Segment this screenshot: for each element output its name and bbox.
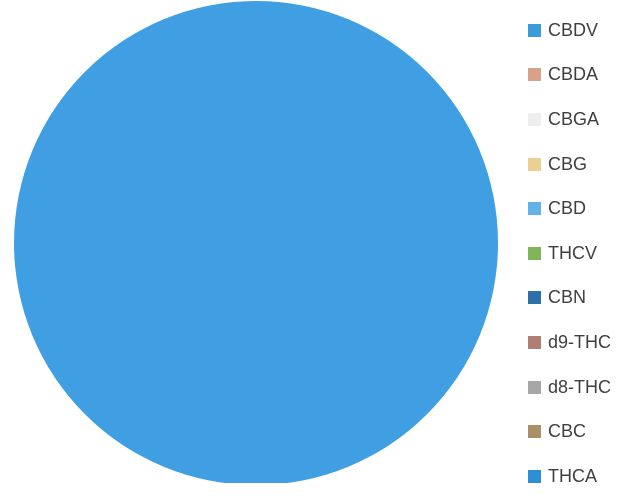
legend-swatch-cbn [528,291,541,305]
legend-item-cbga: CBGA [528,97,611,142]
legend-item-d8-thc: d8-THC [528,365,611,410]
legend-item-cbdv: CBDV [528,8,611,53]
legend-item-cbda: CBDA [528,53,611,98]
legend-item-d9-thc: d9-THC [528,320,611,365]
legend-swatch-cbdv [528,23,541,37]
pie-slice-thca [14,1,498,483]
legend-swatch-thcv [528,246,541,260]
legend-swatch-cbda [528,68,541,82]
legend-item-thca: THCA [528,454,611,499]
legend-swatch-cbc [528,425,541,439]
legend-swatch-d8-thc [528,380,541,394]
legend-swatch-cbd [528,202,541,216]
legend-swatch-d9-thc [528,335,541,349]
legend-label-cbdv: CBDV [548,19,599,40]
legend-item-cbn: CBN [528,276,611,321]
legend: CBDV CBDA CBGA CBG CBD THCV CBN d9-THC d8-THC CBC… [528,8,611,499]
legend-label-cbc: CBC [548,421,587,442]
legend-label-thcv: THCV [548,242,597,263]
pie-chart [14,1,498,483]
legend-swatch-cbga [528,112,541,126]
pie-slices [14,1,498,483]
legend-item-cbc: CBC [528,409,611,454]
legend-label-thca: THCA [548,465,597,486]
legend-label-d9-thc: d9-THC [548,331,612,352]
legend-swatch-cbg [528,157,541,171]
legend-label-cbg: CBG [548,153,588,174]
legend-swatch-thca [528,469,541,483]
legend-item-thcv: THCV [528,231,611,276]
legend-label-cbda: CBDA [548,64,599,85]
legend-label-d8-thc: d8-THC [548,376,612,397]
legend-label-cbga: CBGA [548,108,600,129]
legend-item-cbg: CBG [528,142,611,187]
legend-label-cbn: CBN [548,287,587,308]
legend-label-cbd: CBD [548,198,587,219]
legend-item-cbd: CBD [528,186,611,231]
